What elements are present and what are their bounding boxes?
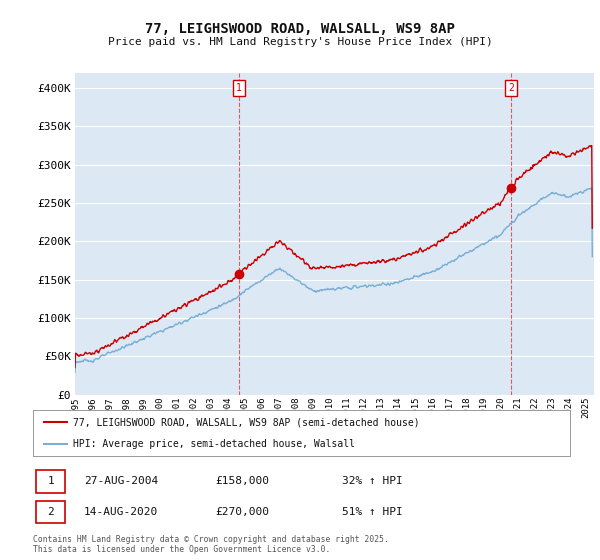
Text: 27-AUG-2004: 27-AUG-2004 — [84, 476, 158, 486]
Text: HPI: Average price, semi-detached house, Walsall: HPI: Average price, semi-detached house,… — [73, 440, 355, 450]
Text: 2: 2 — [508, 83, 514, 93]
Text: 1: 1 — [236, 83, 242, 93]
Text: 1: 1 — [47, 476, 54, 486]
Text: 32% ↑ HPI: 32% ↑ HPI — [342, 476, 403, 486]
FancyBboxPatch shape — [35, 501, 65, 524]
Text: £158,000: £158,000 — [215, 476, 269, 486]
Text: Contains HM Land Registry data © Crown copyright and database right 2025.
This d: Contains HM Land Registry data © Crown c… — [33, 535, 389, 554]
Text: 77, LEIGHSWOOD ROAD, WALSALL, WS9 8AP: 77, LEIGHSWOOD ROAD, WALSALL, WS9 8AP — [145, 22, 455, 36]
Text: 14-AUG-2020: 14-AUG-2020 — [84, 507, 158, 517]
Text: Price paid vs. HM Land Registry's House Price Index (HPI): Price paid vs. HM Land Registry's House … — [107, 37, 493, 47]
Text: 51% ↑ HPI: 51% ↑ HPI — [342, 507, 403, 517]
FancyBboxPatch shape — [35, 470, 65, 493]
Text: £270,000: £270,000 — [215, 507, 269, 517]
Text: 2: 2 — [47, 507, 54, 517]
Text: 77, LEIGHSWOOD ROAD, WALSALL, WS9 8AP (semi-detached house): 77, LEIGHSWOOD ROAD, WALSALL, WS9 8AP (s… — [73, 417, 420, 427]
